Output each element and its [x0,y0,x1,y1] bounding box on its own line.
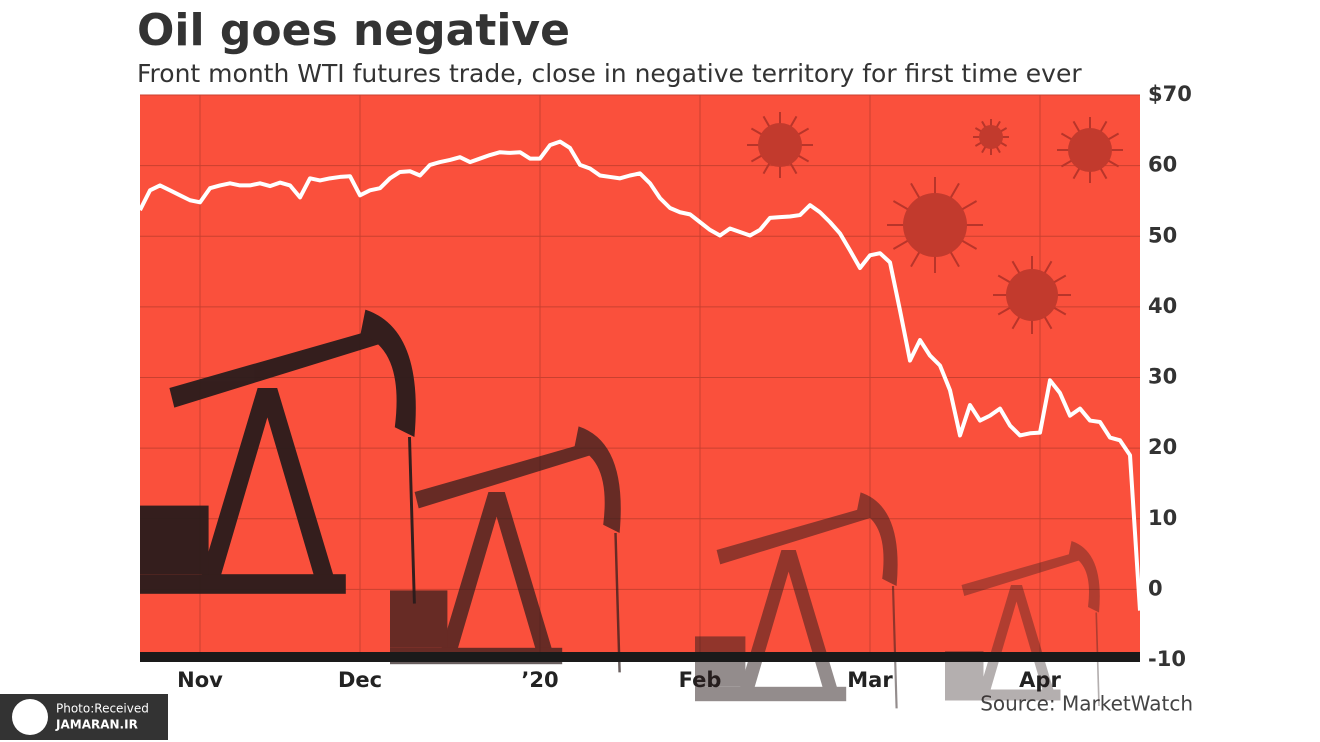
y-tick-label: $70 [1148,82,1192,106]
pumpjack-tower [738,550,839,694]
pumpjack-beam [961,552,1080,596]
watermark-logo [12,699,48,735]
pumpjack [390,426,621,673]
pumpjack-rod [891,585,898,709]
pumpjack-motor [390,590,448,648]
y-tick-label: 30 [1148,365,1177,389]
y-tick-label: 40 [1148,294,1177,318]
x-tick-label: ’20 [521,668,558,692]
chart-title: Oil goes negative [137,5,570,56]
x-tick-label: Apr [1019,668,1061,692]
virus [758,123,802,167]
pumpjack-tower [978,585,1055,695]
pumpjack-rod [408,436,416,604]
pumpjack-base [140,574,346,594]
pumpjack-head [1068,541,1100,613]
pumpjack-head [360,309,416,437]
source: Source: MarketWatch [980,692,1193,716]
pumpjack-motor [140,505,209,575]
virus [979,125,1003,149]
pumpjack [695,492,898,709]
pumpjack-tower [439,492,554,656]
virus [1068,128,1112,172]
y-tick-label: 20 [1148,435,1177,459]
virus [1006,269,1058,321]
pumpjack-rod [614,532,621,673]
chart-subtitle: Front month WTI futures trade, close in … [137,59,1082,88]
x-tick-label: Nov [177,668,223,692]
x-tick-label: Dec [338,668,382,692]
pumpjack-beam [414,442,591,509]
price-line [138,139,1142,611]
pumpjack [140,309,416,604]
y-tick-label: 60 [1148,153,1177,177]
pumpjack-head [574,426,621,533]
virus [903,193,967,257]
pumpjack-beam [716,506,872,565]
y-tick-label: 0 [1148,576,1163,600]
pumpjack-beam [169,329,381,408]
y-tick-label: 10 [1148,506,1177,530]
ground [140,652,1140,662]
pumpjack-base [695,686,847,702]
watermark-text: Photo:Received [56,702,149,716]
pumpjack-base [945,689,1061,701]
y-tick-label: 50 [1148,223,1177,247]
pumpjack-tower [198,388,336,584]
y-tick-label: -10 [1148,647,1186,671]
pumpjack-head [857,492,898,586]
x-tick-label: Mar [847,668,893,692]
watermark-text: JAMARAN.IR [55,718,138,732]
